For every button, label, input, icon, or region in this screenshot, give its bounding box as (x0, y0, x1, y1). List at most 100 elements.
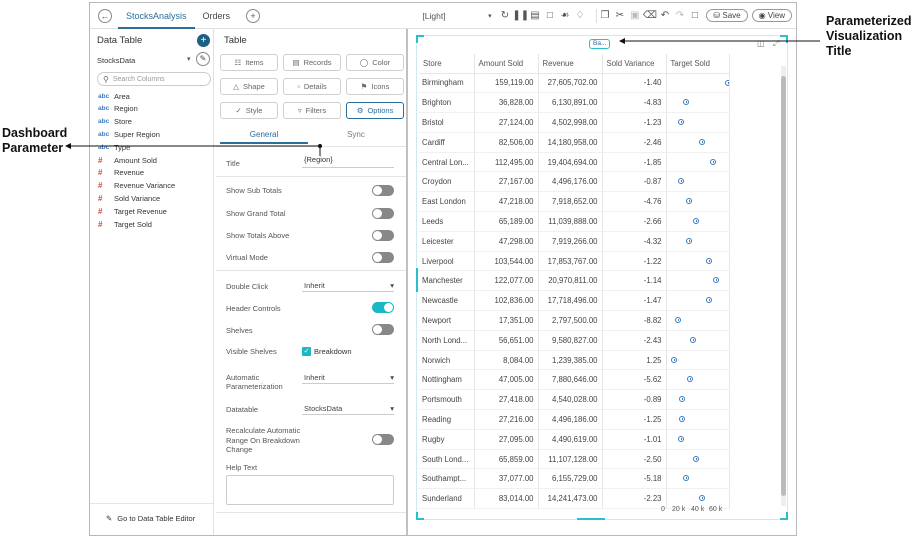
field-item[interactable]: abc Super Region (98, 128, 160, 140)
records-button[interactable]: ▤ Records (283, 54, 341, 71)
back-icon[interactable]: ← (98, 8, 112, 23)
table-row[interactable]: Portsmouth 27,418.00 4,540,028.00 -0.89 (419, 389, 730, 411)
resize-corner[interactable] (780, 512, 788, 520)
table-row[interactable]: Reading 27,216.00 4,496,186.00 -1.25 (419, 409, 730, 430)
paste-icon[interactable]: ▣ (630, 10, 640, 21)
field-item[interactable]: # Target Sold (98, 218, 152, 230)
column-header-target-sold[interactable]: Target Sold (666, 54, 730, 74)
resize-handle[interactable] (416, 268, 418, 292)
export-icon[interactable]: ◫ (757, 39, 765, 48)
tab-stocksanalysis[interactable]: StocksAnalysis (118, 3, 195, 29)
column-header-amount-sold[interactable]: Amount Sold (474, 54, 539, 74)
table-row[interactable]: Southampt... 37,077.00 6,155,729.00 -5.18 (419, 468, 730, 490)
comment-icon[interactable]: □ (691, 10, 698, 21)
table-row[interactable]: Sunderland 83,014.00 14,241,473.00 -2.23 (419, 488, 730, 510)
resize-corner[interactable] (780, 35, 788, 43)
vertical-scrollbar[interactable] (781, 66, 786, 506)
virtual-mode-toggle[interactable] (372, 252, 394, 263)
refresh-icon[interactable]: ↻ (500, 10, 510, 21)
field-item[interactable]: abc Store (98, 116, 132, 128)
table-row[interactable]: South Lond... 65,859.00 11,107,128.00 -2.50 (419, 449, 730, 470)
column-header-sold-variance[interactable]: Sold Variance (602, 54, 667, 74)
add-data-icon[interactable]: + (197, 34, 210, 47)
table-row[interactable]: Liverpool 103,544.00 17,853,767.00 -1.22 (419, 251, 730, 272)
resize-corner[interactable] (416, 35, 424, 43)
table-row[interactable]: Nottingham 47,005.00 7,880,646.00 -5.62 (419, 369, 730, 391)
show-totals-above-toggle[interactable] (372, 230, 394, 241)
table-row[interactable]: East London 47,218.00 7,918,652.00 -4.76 (419, 191, 730, 213)
tab-general[interactable]: General (220, 130, 308, 144)
style-button[interactable]: ✓ Style (220, 102, 278, 119)
breakdown-checkbox[interactable]: ✓ Breakdown (302, 347, 352, 356)
delete-icon[interactable]: ⌫ (642, 10, 657, 21)
undo-icon[interactable]: ↶ (660, 10, 670, 21)
go-to-data-table-editor-link[interactable]: ✎ Go to Data Table Editor (106, 514, 195, 523)
shape-button[interactable]: △ Shape (220, 78, 278, 95)
options-button[interactable]: ⚙ Options (346, 102, 404, 119)
show-grand-total-toggle[interactable] (372, 208, 394, 219)
scrollbar-thumb[interactable] (781, 76, 786, 496)
table-row[interactable]: Brighton 36,828.00 6,130,891.00 -4.83 (419, 92, 730, 114)
column-header-revenue[interactable]: Revenue (538, 54, 603, 74)
field-item[interactable]: # Amount Sold (98, 154, 157, 166)
field-item[interactable]: abc Type (98, 141, 130, 153)
table-row[interactable]: Birmingham 159,119.00 27,605,702.00 -1.40 (419, 73, 730, 94)
copy-icon[interactable]: ❐ (600, 10, 610, 21)
details-button[interactable]: ▫ Details (283, 78, 341, 95)
column-header-store[interactable]: Store (419, 54, 475, 74)
table-row[interactable]: Manchester 122,077.00 20,970,811.00 -1.14 (419, 270, 730, 292)
double-click-select[interactable]: Inherit ▾ (302, 279, 394, 292)
visualization-title[interactable]: Ba... (589, 39, 611, 49)
source-dropdown-icon[interactable]: ▾ (187, 56, 191, 63)
help-text-input[interactable] (226, 475, 394, 505)
redo-icon[interactable]: ↷ (675, 10, 685, 21)
table-row[interactable]: Cardiff 82,506.00 14,180,958.00 -2.46 (419, 132, 730, 153)
table-row[interactable]: Rugby 27,095.00 4,490,619.00 -1.01 (419, 429, 730, 450)
table-row[interactable]: Central Lon... 112,495.00 19,404,694.00 -1.… (419, 152, 730, 173)
tab-orders[interactable]: Orders (202, 10, 231, 21)
filters-button[interactable]: ▿ Filters (283, 102, 341, 119)
field-item[interactable]: # Revenue (98, 167, 144, 179)
cut-icon[interactable]: ✂ (615, 10, 625, 21)
book-icon[interactable]: ▤ (530, 10, 540, 21)
button-label: Shape (243, 82, 265, 91)
show-sub-totals-toggle[interactable] (372, 185, 394, 196)
field-item[interactable]: # Target Revenue (98, 205, 167, 217)
table-row[interactable]: Leeds 65,189.00 11,039,888.00 -2.66 (419, 211, 730, 232)
recalc-toggle[interactable] (372, 434, 394, 445)
title-input[interactable]: {Region} (302, 155, 394, 168)
view-button[interactable]: ◉ View (751, 9, 792, 22)
bell-icon[interactable]: ♢ (575, 10, 585, 21)
table-row[interactable]: Bristol 27,124.00 4,502,998.00 -1.23 (419, 112, 730, 133)
tab-sync[interactable]: Sync (347, 130, 365, 139)
pdf-icon[interactable]: □ (546, 10, 553, 21)
table-row[interactable]: Newcastle 102,836.00 17,718,496.00 -1.47 (419, 290, 730, 312)
shelves-toggle[interactable] (372, 324, 394, 335)
search-columns-input[interactable]: ⚲ Search Columns (97, 72, 211, 86)
table-row[interactable]: Norwich 8,084.00 1,239,385.00 1.25 (419, 350, 730, 371)
auto-param-select[interactable]: Inherit ▾ (302, 371, 394, 384)
table-row[interactable]: Croydon 27,167.00 4,496,176.00 -0.87 (419, 171, 730, 193)
color-button[interactable]: ◯ Color (346, 54, 404, 71)
field-item[interactable]: abc Region (98, 103, 138, 115)
edit-source-icon[interactable]: ✎ (196, 52, 210, 66)
icons-button[interactable]: ⚑ Icons (346, 78, 404, 95)
add-tab-icon[interactable]: + (246, 8, 261, 23)
table-row[interactable]: North Lond... 56,651.00 9,580,827.00 -2.43 (419, 330, 730, 351)
resize-handle[interactable] (577, 518, 605, 520)
bookmark-icon[interactable]: ☙ (560, 10, 570, 21)
maximize-icon[interactable]: ⤢ (773, 39, 780, 48)
field-item[interactable]: # Revenue Variance (98, 180, 175, 192)
datatable-select[interactable]: StocksData ▾ (302, 402, 394, 415)
theme-selector[interactable]: [Light] (422, 10, 446, 21)
items-button[interactable]: ☷ Items (220, 54, 278, 71)
table-row[interactable]: Newport 17,351.00 2,797,500.00 -8.82 (419, 310, 730, 331)
field-item[interactable]: abc Area (98, 90, 130, 102)
pause-icon[interactable]: ❚❚ (512, 10, 530, 21)
resize-corner[interactable] (416, 512, 424, 520)
header-controls-toggle[interactable] (372, 302, 394, 313)
field-item[interactable]: # Sold Variance (98, 192, 160, 204)
theme-dropdown-icon[interactable]: ▾ (488, 12, 492, 20)
table-row[interactable]: Leicester 47,298.00 7,919,266.00 -4.32 (419, 231, 730, 252)
save-button[interactable]: ⛁ Save (706, 9, 748, 22)
